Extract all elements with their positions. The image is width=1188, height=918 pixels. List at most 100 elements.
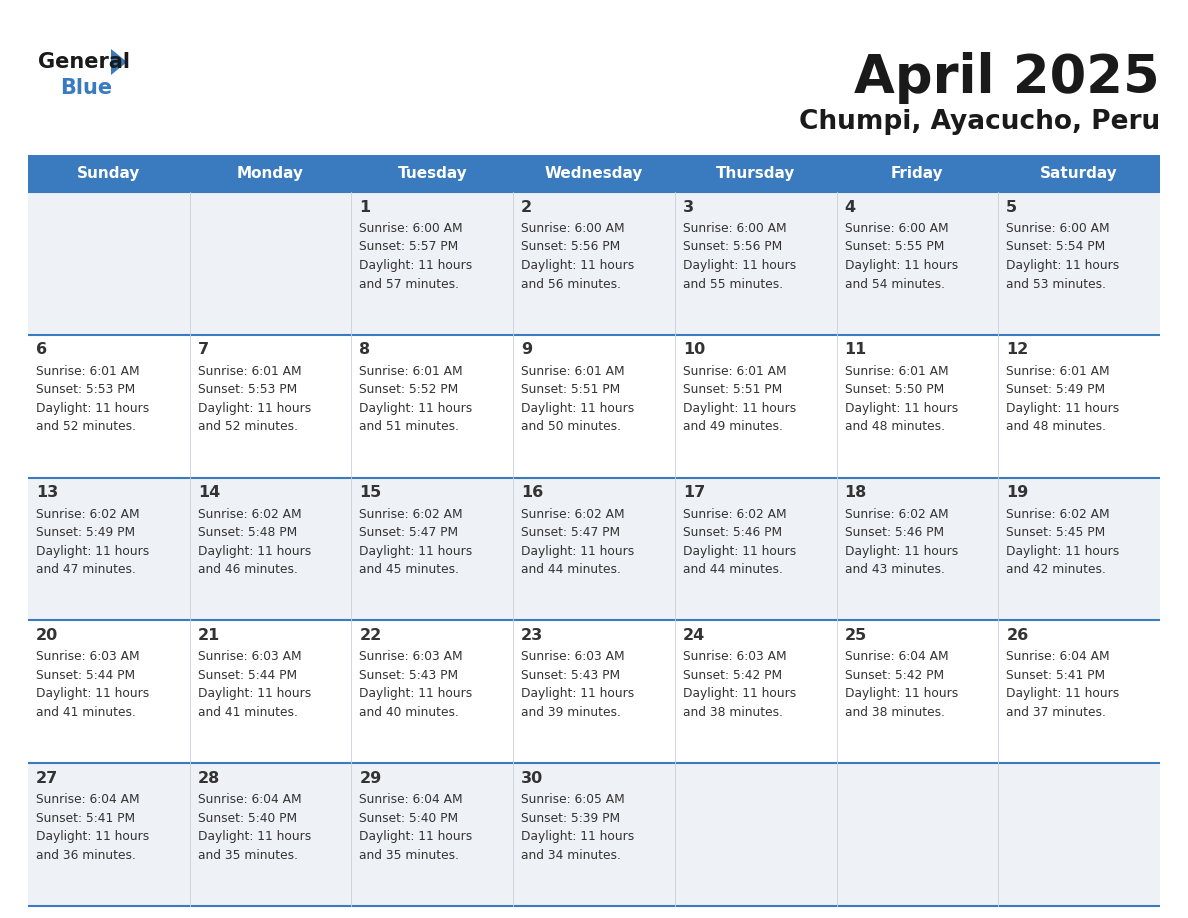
Text: 18: 18 [845, 485, 867, 500]
Text: 24: 24 [683, 628, 706, 643]
Text: Sunset: 5:49 PM: Sunset: 5:49 PM [36, 526, 135, 539]
Text: Sunset: 5:48 PM: Sunset: 5:48 PM [197, 526, 297, 539]
Text: Sunset: 5:40 PM: Sunset: 5:40 PM [197, 812, 297, 824]
Text: Sunset: 5:55 PM: Sunset: 5:55 PM [845, 241, 944, 253]
Text: Blue: Blue [61, 78, 112, 98]
Polygon shape [110, 49, 127, 75]
Text: 8: 8 [360, 342, 371, 357]
Text: Sunrise: 6:03 AM: Sunrise: 6:03 AM [683, 650, 786, 664]
Text: Daylight: 11 hours: Daylight: 11 hours [845, 402, 958, 415]
Bar [29, 621, 1159, 763]
Text: Sunset: 5:54 PM: Sunset: 5:54 PM [1006, 241, 1106, 253]
Text: and 48 minutes.: and 48 minutes. [845, 420, 944, 433]
Text: Sunrise: 6:00 AM: Sunrise: 6:00 AM [1006, 222, 1110, 235]
Text: Sunset: 5:51 PM: Sunset: 5:51 PM [683, 384, 782, 397]
Text: and 44 minutes.: and 44 minutes. [683, 563, 783, 577]
Text: Daylight: 11 hours: Daylight: 11 hours [1006, 544, 1119, 557]
Text: 30: 30 [522, 771, 543, 786]
Text: and 36 minutes.: and 36 minutes. [36, 849, 135, 862]
Text: Daylight: 11 hours: Daylight: 11 hours [683, 402, 796, 415]
Text: Daylight: 11 hours: Daylight: 11 hours [197, 830, 311, 844]
Text: 16: 16 [522, 485, 543, 500]
Bar [29, 335, 1159, 477]
Text: Sunset: 5:41 PM: Sunset: 5:41 PM [1006, 669, 1105, 682]
Text: Sunrise: 6:00 AM: Sunrise: 6:00 AM [522, 222, 625, 235]
Text: 29: 29 [360, 771, 381, 786]
Text: and 51 minutes.: and 51 minutes. [360, 420, 460, 433]
Text: Sunrise: 6:03 AM: Sunrise: 6:03 AM [197, 650, 302, 664]
Text: Daylight: 11 hours: Daylight: 11 hours [845, 688, 958, 700]
Text: Daylight: 11 hours: Daylight: 11 hours [36, 402, 150, 415]
Text: Sunset: 5:57 PM: Sunset: 5:57 PM [360, 241, 459, 253]
Text: Sunset: 5:50 PM: Sunset: 5:50 PM [845, 384, 943, 397]
Text: and 55 minutes.: and 55 minutes. [683, 277, 783, 290]
Text: Sunrise: 6:04 AM: Sunrise: 6:04 AM [845, 650, 948, 664]
Text: Sunrise: 6:02 AM: Sunrise: 6:02 AM [360, 508, 463, 521]
Text: Sunset: 5:39 PM: Sunset: 5:39 PM [522, 812, 620, 824]
Text: 22: 22 [360, 628, 381, 643]
Text: Daylight: 11 hours: Daylight: 11 hours [36, 830, 150, 844]
Text: Sunset: 5:44 PM: Sunset: 5:44 PM [36, 669, 135, 682]
Text: and 52 minutes.: and 52 minutes. [36, 420, 135, 433]
Text: Sunrise: 6:02 AM: Sunrise: 6:02 AM [1006, 508, 1110, 521]
Text: and 34 minutes.: and 34 minutes. [522, 849, 621, 862]
Text: and 38 minutes.: and 38 minutes. [683, 706, 783, 719]
Text: 17: 17 [683, 485, 706, 500]
Text: Daylight: 11 hours: Daylight: 11 hours [1006, 402, 1119, 415]
Text: Daylight: 11 hours: Daylight: 11 hours [36, 688, 150, 700]
Text: Daylight: 11 hours: Daylight: 11 hours [522, 402, 634, 415]
Text: Sunrise: 6:05 AM: Sunrise: 6:05 AM [522, 793, 625, 806]
Text: and 44 minutes.: and 44 minutes. [522, 563, 621, 577]
Text: Sunset: 5:53 PM: Sunset: 5:53 PM [197, 384, 297, 397]
Text: Sunrise: 6:02 AM: Sunrise: 6:02 AM [522, 508, 625, 521]
Text: Sunrise: 6:00 AM: Sunrise: 6:00 AM [845, 222, 948, 235]
Text: and 48 minutes.: and 48 minutes. [1006, 420, 1106, 433]
Text: Daylight: 11 hours: Daylight: 11 hours [522, 688, 634, 700]
Text: Saturday: Saturday [1041, 166, 1118, 181]
Text: Sunset: 5:45 PM: Sunset: 5:45 PM [1006, 526, 1106, 539]
Text: Sunrise: 6:01 AM: Sunrise: 6:01 AM [522, 364, 625, 378]
Text: Sunrise: 6:04 AM: Sunrise: 6:04 AM [197, 793, 302, 806]
Text: Sunrise: 6:02 AM: Sunrise: 6:02 AM [683, 508, 786, 521]
Text: 7: 7 [197, 342, 209, 357]
Text: Daylight: 11 hours: Daylight: 11 hours [522, 830, 634, 844]
Text: Daylight: 11 hours: Daylight: 11 hours [360, 402, 473, 415]
Text: and 41 minutes.: and 41 minutes. [197, 706, 297, 719]
Text: 20: 20 [36, 628, 58, 643]
Text: and 49 minutes.: and 49 minutes. [683, 420, 783, 433]
Text: and 42 minutes.: and 42 minutes. [1006, 563, 1106, 577]
Text: and 41 minutes.: and 41 minutes. [36, 706, 135, 719]
Text: Sunset: 5:56 PM: Sunset: 5:56 PM [683, 241, 782, 253]
Text: 26: 26 [1006, 628, 1029, 643]
Text: Daylight: 11 hours: Daylight: 11 hours [522, 259, 634, 272]
Text: and 37 minutes.: and 37 minutes. [1006, 706, 1106, 719]
Text: 15: 15 [360, 485, 381, 500]
Text: Daylight: 11 hours: Daylight: 11 hours [683, 259, 796, 272]
Bar [29, 192, 1159, 335]
Text: Sunset: 5:41 PM: Sunset: 5:41 PM [36, 812, 135, 824]
Text: Sunrise: 6:04 AM: Sunrise: 6:04 AM [1006, 650, 1110, 664]
Text: Sunset: 5:43 PM: Sunset: 5:43 PM [522, 669, 620, 682]
Text: Sunset: 5:43 PM: Sunset: 5:43 PM [360, 669, 459, 682]
Text: Wednesday: Wednesday [545, 166, 643, 181]
Text: Chumpi, Ayacucho, Peru: Chumpi, Ayacucho, Peru [798, 109, 1159, 135]
Text: 9: 9 [522, 342, 532, 357]
Text: 11: 11 [845, 342, 867, 357]
Text: Tuesday: Tuesday [398, 166, 467, 181]
Text: 25: 25 [845, 628, 867, 643]
Text: Daylight: 11 hours: Daylight: 11 hours [360, 688, 473, 700]
Text: Sunset: 5:47 PM: Sunset: 5:47 PM [360, 526, 459, 539]
Text: Sunrise: 6:01 AM: Sunrise: 6:01 AM [360, 364, 463, 378]
Text: Sunrise: 6:00 AM: Sunrise: 6:00 AM [360, 222, 463, 235]
Text: Sunset: 5:56 PM: Sunset: 5:56 PM [522, 241, 620, 253]
Text: and 38 minutes.: and 38 minutes. [845, 706, 944, 719]
Text: Sunrise: 6:01 AM: Sunrise: 6:01 AM [36, 364, 140, 378]
Text: 28: 28 [197, 771, 220, 786]
Text: and 35 minutes.: and 35 minutes. [360, 849, 460, 862]
Text: Sunset: 5:42 PM: Sunset: 5:42 PM [683, 669, 782, 682]
Text: 3: 3 [683, 199, 694, 215]
Text: and 40 minutes.: and 40 minutes. [360, 706, 460, 719]
Text: 1: 1 [360, 199, 371, 215]
Text: and 52 minutes.: and 52 minutes. [197, 420, 298, 433]
Text: Sunrise: 6:04 AM: Sunrise: 6:04 AM [36, 793, 140, 806]
